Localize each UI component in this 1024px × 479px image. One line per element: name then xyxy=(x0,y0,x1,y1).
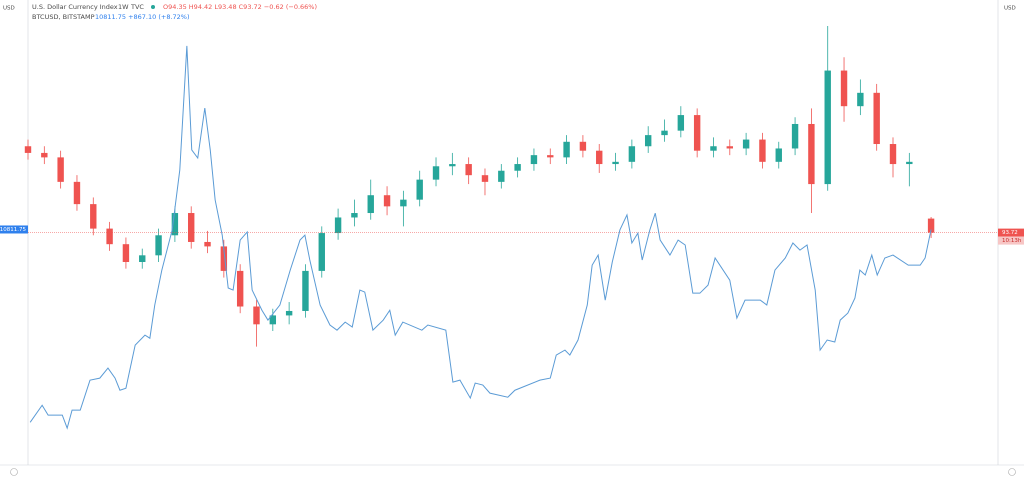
status-dot xyxy=(151,5,155,9)
candle-body xyxy=(41,152,48,158)
candle-body xyxy=(236,270,244,307)
candle-body xyxy=(318,233,325,271)
candle-body xyxy=(906,161,913,165)
candle-body xyxy=(416,179,423,200)
candle-body xyxy=(563,141,570,158)
candle-body xyxy=(824,70,831,185)
candle-body xyxy=(775,148,782,162)
overlay-name: BTCUSD, BITSTAMP xyxy=(32,13,95,21)
candle-body xyxy=(808,123,815,185)
candle-body xyxy=(24,146,32,153)
left-unit: USD xyxy=(3,6,15,12)
overlay-price-badge xyxy=(0,225,28,234)
candle-body xyxy=(514,164,521,171)
title: U.S. Dollar Currency Index xyxy=(32,3,118,11)
candle-body xyxy=(498,170,505,182)
candle-body xyxy=(122,244,130,262)
candle-body xyxy=(57,157,64,182)
candle-body xyxy=(742,139,750,149)
btc-line xyxy=(29,45,932,430)
candle-body xyxy=(710,146,717,151)
candle-body xyxy=(269,315,277,325)
candle-body xyxy=(432,166,440,180)
candle-body xyxy=(579,141,587,151)
candle-body xyxy=(106,228,113,245)
candle-body xyxy=(220,246,228,271)
interval: 1W xyxy=(118,3,129,11)
candle-body xyxy=(759,139,766,162)
candle-body xyxy=(726,146,733,149)
last-price-badge xyxy=(998,228,1024,237)
candle-body xyxy=(285,310,293,316)
candle-body xyxy=(302,270,309,311)
settings-icon[interactable] xyxy=(1008,468,1016,476)
candle-body xyxy=(530,155,538,165)
candle-body xyxy=(367,195,374,214)
candle-body xyxy=(644,135,652,147)
candle-body xyxy=(155,235,162,256)
candle-body xyxy=(596,150,603,165)
candle-body xyxy=(204,241,211,247)
candle-body xyxy=(873,92,880,145)
candle-body xyxy=(73,181,81,205)
candle-body xyxy=(927,218,935,233)
candle-body xyxy=(661,130,668,136)
candle-body xyxy=(693,115,701,151)
candle-body xyxy=(334,217,342,234)
candle-body xyxy=(139,255,146,262)
countdown-badge xyxy=(998,236,1024,245)
timezone-icon[interactable] xyxy=(10,468,18,476)
countdown-label: 10:13h xyxy=(1002,238,1022,244)
candle-body xyxy=(628,146,636,162)
candle-body xyxy=(889,144,897,165)
candle-body xyxy=(612,161,619,165)
last-price-label: 93.72 xyxy=(1002,230,1018,236)
candle-body xyxy=(547,155,554,158)
plot xyxy=(24,26,998,430)
candle-body xyxy=(253,306,260,325)
source: TVC xyxy=(130,3,144,11)
candle-body xyxy=(677,115,685,131)
candle-body xyxy=(481,175,489,182)
candle-body xyxy=(791,123,799,149)
candle-body xyxy=(351,213,358,218)
ohlc: O94.35 H94.42 L93.48 C93.72 −0.62 (−0.66… xyxy=(163,3,317,11)
overlay-price-label: 10811.75 xyxy=(0,227,26,233)
candle-body xyxy=(90,204,97,229)
candle-body xyxy=(400,199,407,207)
candle-body xyxy=(171,213,179,236)
overlay-quote: 10811.75 +867.10 (+8.72%) xyxy=(95,13,190,21)
axes: 93.72 10:13h 10811.75 xyxy=(0,225,1024,245)
candle-body xyxy=(465,164,472,176)
candle-body xyxy=(188,213,195,242)
candle-body xyxy=(449,164,456,167)
right-unit: USD xyxy=(1004,6,1016,12)
candle-body xyxy=(857,92,864,107)
candle-body xyxy=(840,70,848,107)
candle-body xyxy=(383,195,391,207)
